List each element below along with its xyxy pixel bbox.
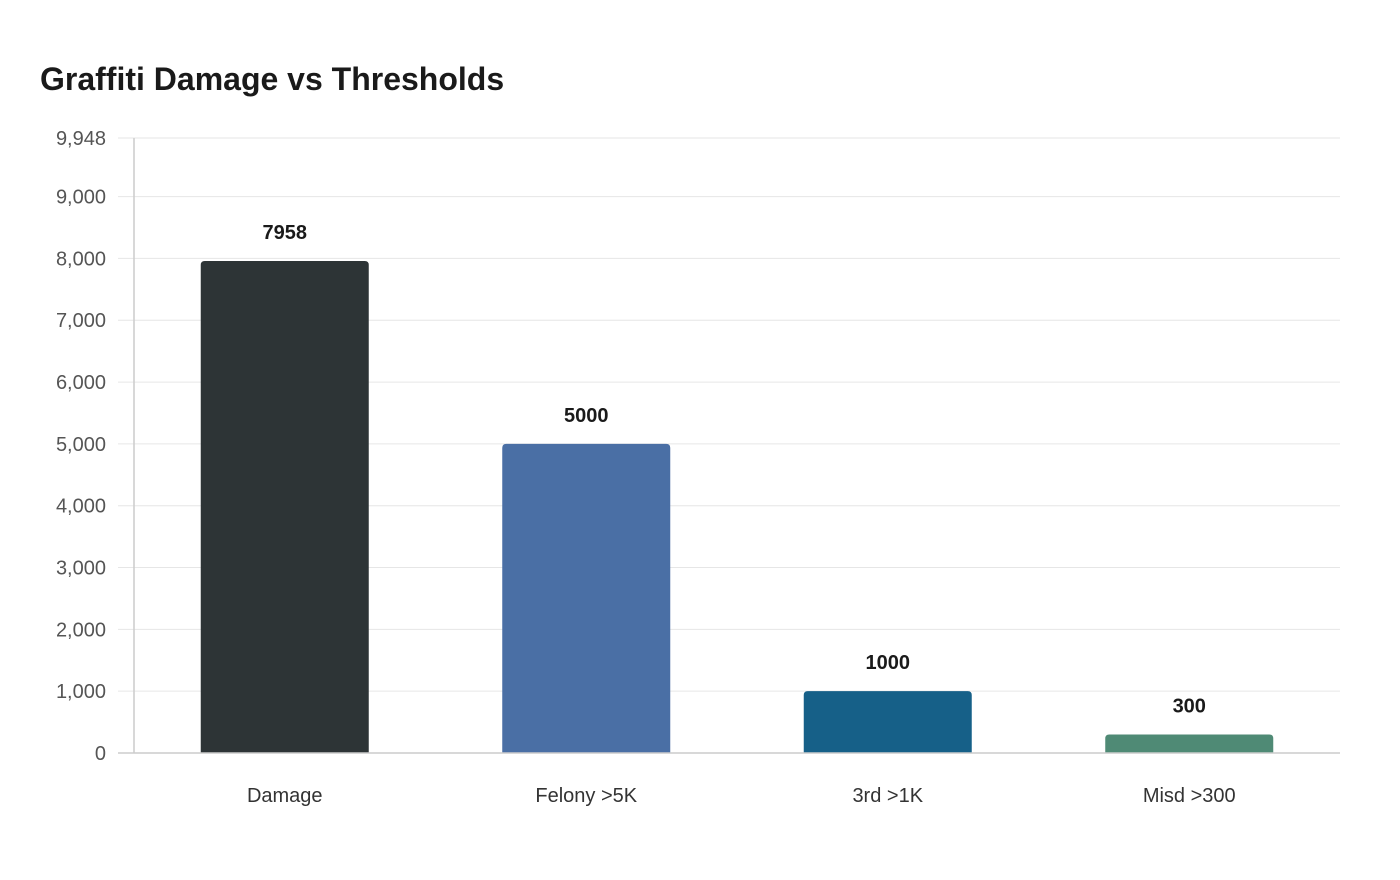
y-tick-label: 0 <box>95 743 106 765</box>
y-tick-label: 3,000 <box>56 558 106 580</box>
data-label: 1000 <box>866 652 911 674</box>
y-tick-label: 2,000 <box>56 619 106 641</box>
x-tick-label: Felony >5K <box>535 785 637 807</box>
y-tick-label: 8,000 <box>56 248 106 270</box>
data-label: 5000 <box>564 405 609 427</box>
y-tick-label: 9,000 <box>56 187 106 209</box>
y-axis-ticks: 0 1,000 2,000 3,000 4,000 5,000 6,000 7,000 8,00… <box>56 128 106 765</box>
x-tick-label: 3rd >1K <box>852 785 923 807</box>
bar-3rd-1k <box>803 691 972 753</box>
x-tick-label: Misd >300 <box>1143 785 1236 807</box>
chart-title: Graffiti Damage vs Thresholds <box>40 61 505 97</box>
bar-damage <box>200 261 369 753</box>
y-tick-label: 4,000 <box>56 496 106 518</box>
data-labels: 7958 5000 1000 300 <box>263 222 1206 717</box>
data-label: 7958 <box>263 222 308 244</box>
y-tick-label: 5,000 <box>56 434 106 456</box>
bars <box>200 261 1274 753</box>
bar-misd-300 <box>1105 734 1274 753</box>
y-tick-label: 6,000 <box>56 372 106 394</box>
y-tick-label: 1,000 <box>56 681 106 703</box>
x-axis-ticks: Damage Felony >5K 3rd >1K Misd >300 <box>247 785 1236 807</box>
x-tick-label: Damage <box>247 785 323 807</box>
y-tick-label: 7,000 <box>56 310 106 332</box>
bar-felony-5k <box>502 443 671 753</box>
y-tick-label: 9,948 <box>56 128 106 150</box>
data-label: 300 <box>1173 695 1206 717</box>
